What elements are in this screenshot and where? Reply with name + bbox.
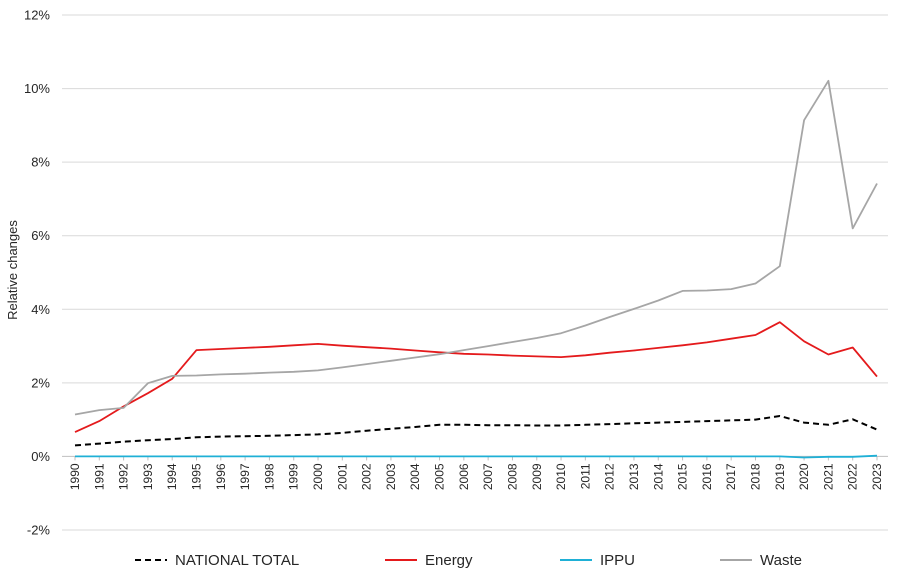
y-axis-ticks: -2% 0% 2% 4% 6% 8% 10% 12% [24, 8, 50, 538]
x-tick-label: 1991 [92, 463, 106, 490]
x-tick-label: 1999 [287, 463, 301, 490]
x-tick-label: 2012 [603, 463, 617, 490]
legend-label: Energy [425, 552, 473, 569]
series-lines [74, 79, 878, 459]
y-tick-label: 2% [31, 375, 50, 390]
x-tick-label: 2011 [578, 463, 592, 489]
x-tick-label: 2019 [773, 463, 787, 490]
y-tick-label: 6% [31, 228, 50, 243]
x-tick-label: 2009 [530, 463, 544, 490]
x-tick-label: 1993 [141, 463, 155, 490]
x-tick-label: 2001 [335, 463, 349, 490]
y-tick-label: 8% [31, 155, 50, 170]
x-tick-label: 2010 [554, 463, 568, 490]
x-tick-label: 2008 [505, 463, 519, 490]
series-line-waste [74, 79, 878, 416]
legend-item: Energy [385, 552, 473, 569]
x-axis-ticks: 1990 1991 1992 1993 1994 1995 1996 1997 1998 1999… [68, 456, 884, 490]
x-tick-label: 2023 [870, 463, 884, 490]
x-tick-label: 2007 [481, 463, 495, 490]
legend-label: Waste [760, 552, 802, 569]
x-tick-label: 2002 [360, 463, 374, 490]
x-tick-label: 1992 [117, 463, 131, 490]
series-line-energy [74, 321, 878, 433]
y-tick-label: 0% [31, 449, 50, 464]
x-tick-label: 2018 [748, 463, 762, 490]
x-tick-label: 2014 [651, 463, 665, 490]
x-tick-label: 2006 [457, 463, 471, 490]
x-tick-label: 2015 [676, 463, 690, 490]
x-tick-label: 2003 [384, 463, 398, 490]
legend-item: Waste [720, 552, 802, 569]
x-tick-label: 2013 [627, 463, 641, 490]
y-tick-label: -2% [27, 523, 51, 538]
x-tick-label: 1996 [214, 463, 228, 490]
x-tick-label: 2004 [408, 463, 422, 490]
x-tick-label: 2020 [797, 463, 811, 490]
x-tick-label: 1998 [262, 463, 276, 490]
legend-label: IPPU [600, 552, 635, 569]
x-tick-label: 2000 [311, 463, 325, 490]
gridlines [62, 14, 888, 531]
legend-label: NATIONAL TOTAL [175, 552, 299, 569]
x-tick-label: 1994 [165, 463, 179, 490]
y-tick-label: 4% [31, 302, 50, 317]
legend-item: NATIONAL TOTAL [135, 552, 299, 569]
x-tick-label: 2022 [846, 463, 860, 490]
x-tick-label: 2005 [433, 463, 447, 490]
y-tick-label: 10% [24, 81, 50, 96]
x-tick-label: 2016 [700, 463, 714, 490]
x-tick-label: 1997 [238, 463, 252, 490]
series-line-ippu [75, 454, 878, 459]
y-tick-label: 12% [24, 8, 50, 23]
series-line-national-total [74, 415, 878, 447]
x-tick-label: 1990 [68, 463, 82, 490]
x-tick-label: 2017 [724, 463, 738, 490]
x-tick-label: 2021 [821, 463, 835, 490]
y-axis-label: Relative changes [5, 220, 20, 320]
legend: NATIONAL TOTAL Energy IPPU Waste [135, 552, 802, 569]
x-tick-label: 1995 [190, 463, 204, 490]
legend-item: IPPU [560, 552, 635, 569]
